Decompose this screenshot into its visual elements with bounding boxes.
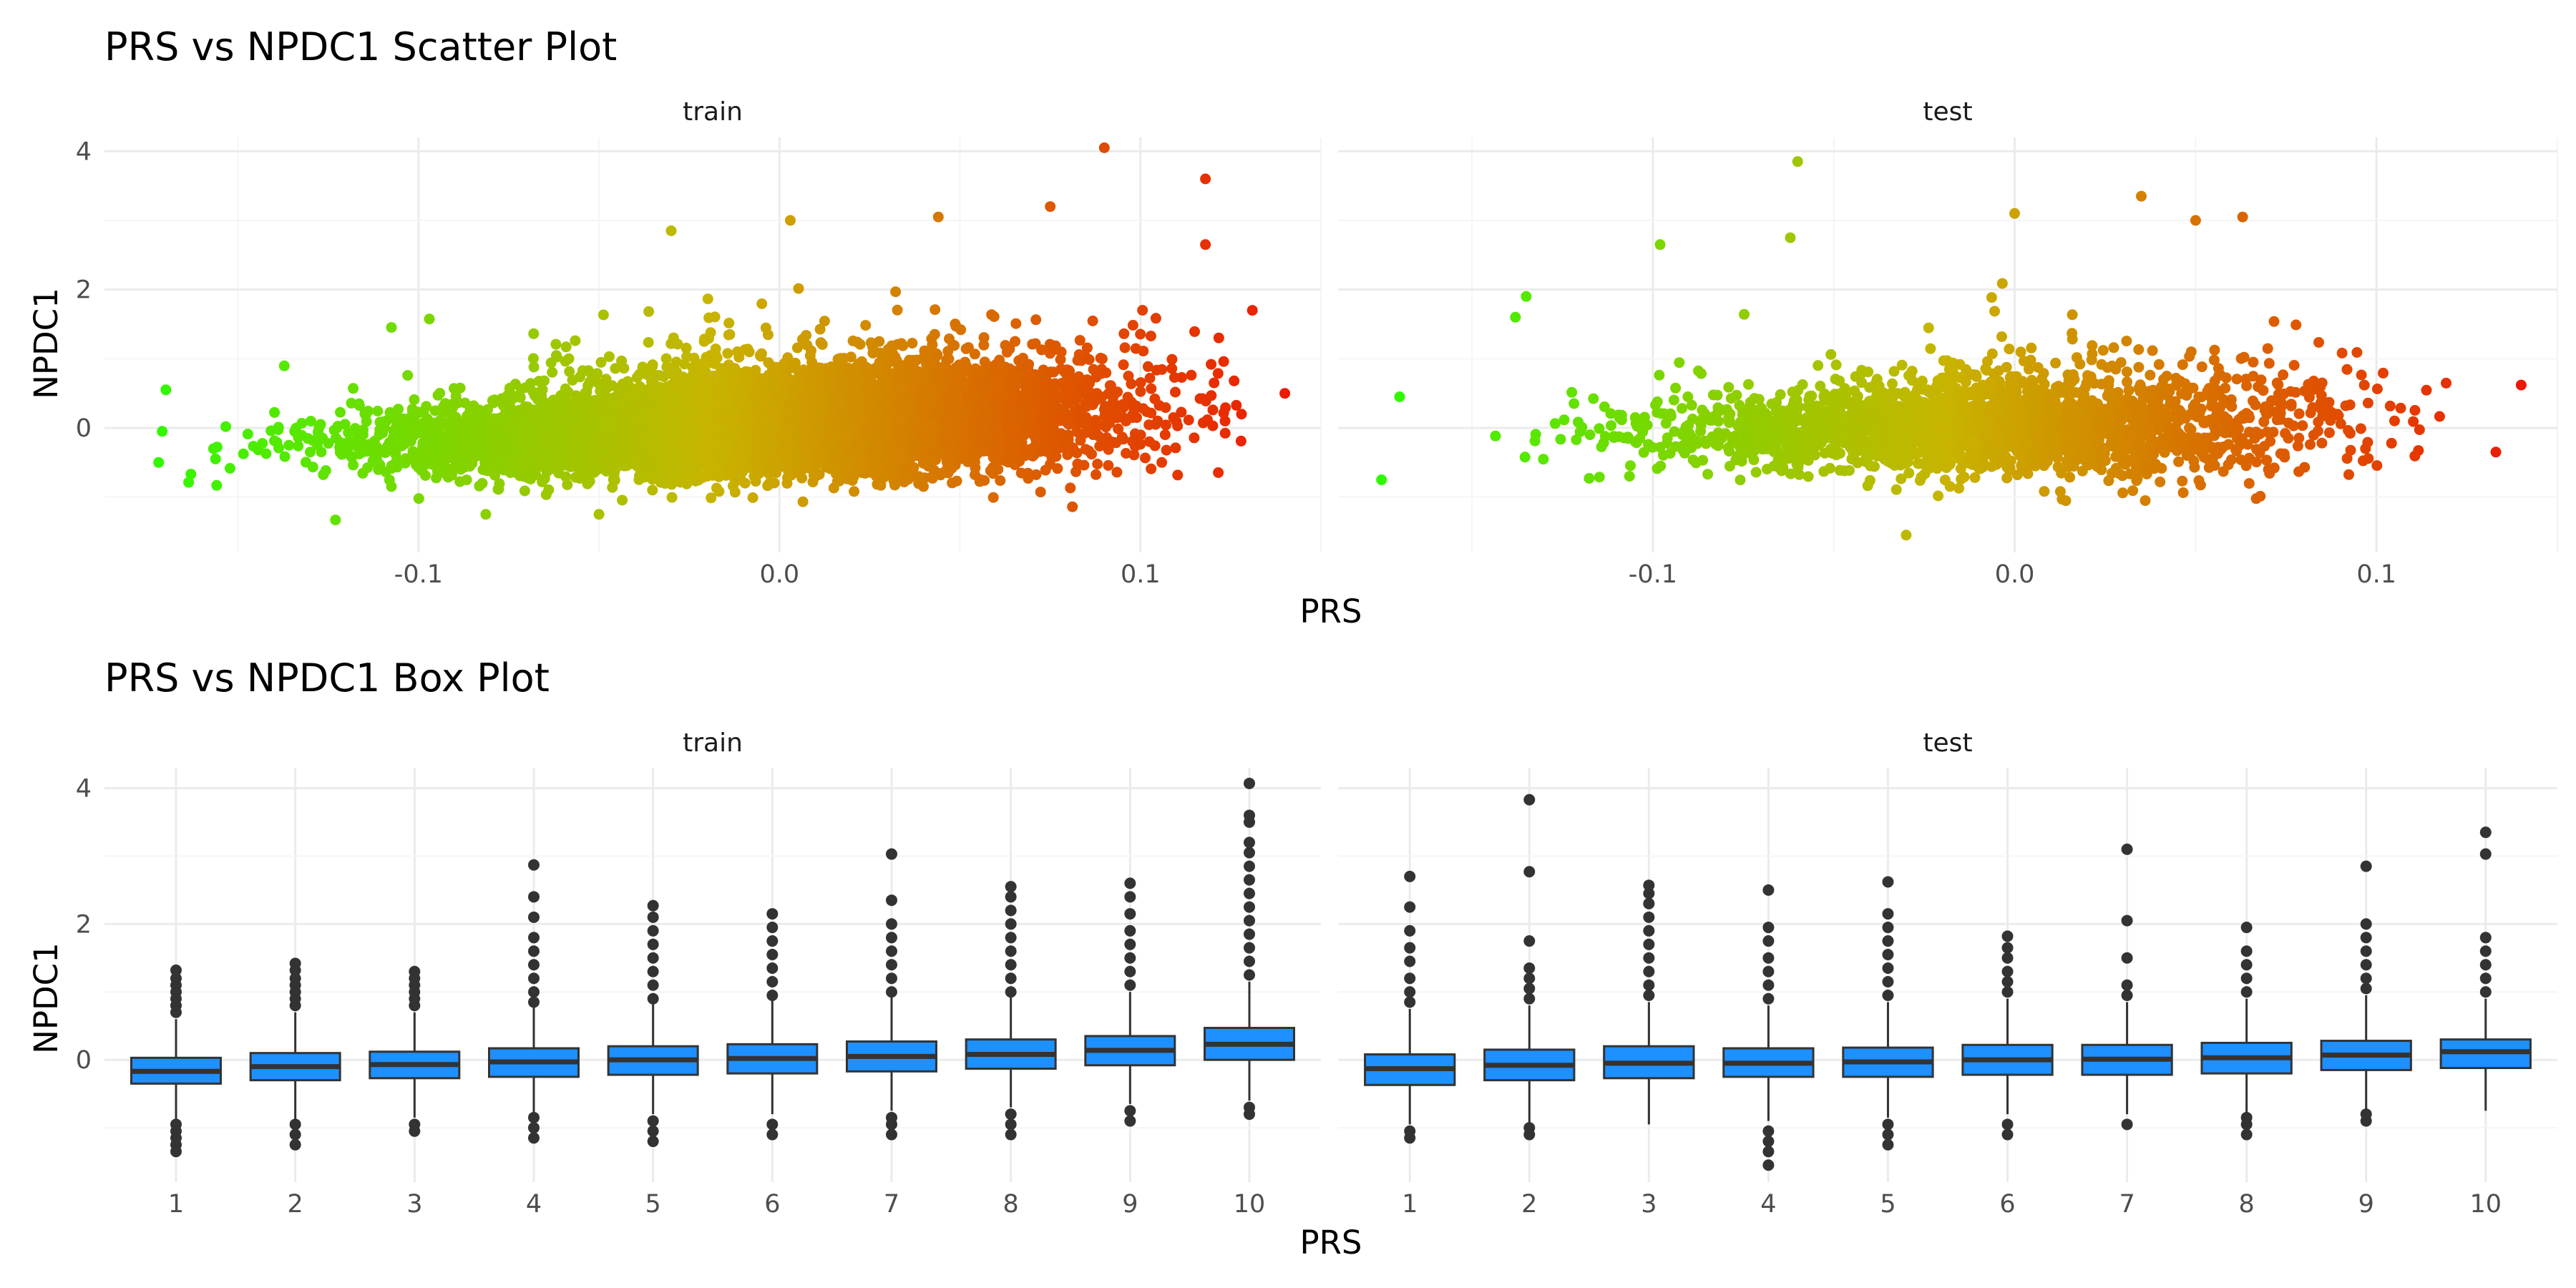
scatter-point [242, 429, 253, 440]
scatter-point [1166, 353, 1178, 365]
scatter-y-tick-label: 4 [76, 137, 92, 166]
scatter-point [547, 366, 558, 378]
scatter-point [1137, 305, 1148, 316]
scatter-point [702, 293, 713, 305]
scatter-x-tick-label: 0.0 [759, 560, 799, 589]
scatter-point [1189, 326, 1200, 337]
scatter-point [420, 470, 431, 481]
scatter-point [1127, 320, 1138, 331]
scatter-point [930, 304, 941, 316]
scatter-point [1055, 354, 1066, 365]
scatter-point [320, 465, 331, 477]
scatter-point [723, 329, 734, 341]
scatter-point [1160, 402, 1171, 414]
scatter-point [1209, 377, 1220, 389]
scatter-point [185, 469, 197, 480]
scatter-x-tick-label: -0.1 [394, 560, 443, 589]
scatter-point [480, 509, 492, 520]
scatter-point [1091, 469, 1102, 480]
scatter-panel-train: 0 2 4 train -0.1 0.0 0.1 [76, 97, 1322, 589]
scatter-point [1145, 331, 1156, 342]
scatter-point [283, 439, 295, 451]
scatter-point [1159, 429, 1171, 441]
scatter-point [1160, 419, 1171, 431]
scatter-point [540, 489, 552, 500]
scatter-point [1083, 354, 1095, 365]
scatter-point [643, 337, 654, 348]
scatter-point [806, 345, 816, 356]
scatter-point [1156, 457, 1168, 468]
scatter-point [860, 320, 872, 331]
scatter-panel-train-strip: train [683, 97, 743, 127]
scatter-point [706, 492, 717, 504]
scatter-point [1130, 343, 1141, 354]
scatter-point [1030, 314, 1042, 326]
scatter-point [238, 448, 249, 459]
scatter-point [1128, 449, 1140, 461]
scatter-point [907, 338, 918, 349]
scatter-point [643, 306, 655, 317]
scatter-plot-title: PRS vs NPDC1 Scatter Plot [104, 24, 617, 69]
scatter-point [1212, 368, 1224, 379]
scatter-point [1140, 452, 1151, 464]
scatter-point [1144, 373, 1156, 384]
scatter-point [1121, 448, 1132, 459]
scatter-point [413, 493, 424, 504]
scatter-point [1161, 444, 1172, 456]
scatter-point [461, 474, 472, 486]
scatter-point [1092, 459, 1103, 469]
scatter-points [153, 142, 1291, 526]
scatter-point [260, 448, 272, 459]
scatter-point [660, 353, 672, 364]
scatter-point [225, 463, 235, 474]
scatter-point [1118, 359, 1129, 371]
scatter-point [1207, 404, 1219, 416]
scatter-point [1170, 386, 1181, 398]
scatter-point [1150, 313, 1161, 324]
scatter-point [1229, 375, 1240, 386]
scatter-point [1176, 406, 1187, 418]
scatter-point [424, 313, 435, 325]
scatter-point [918, 481, 929, 492]
scatter-point [988, 311, 1000, 322]
scatter-point [1119, 342, 1131, 353]
scatter-point [597, 309, 609, 321]
scatter-point [722, 348, 733, 359]
scatter-point [1126, 379, 1137, 389]
scatter-point [409, 394, 420, 405]
scatter-point [183, 477, 195, 488]
scatter-point [1218, 356, 1229, 367]
scatter-y-tick-label: 0 [76, 414, 92, 443]
scatter-point [1074, 335, 1085, 346]
scatter-y-tick-label: 2 [76, 276, 92, 305]
scatter-point [1035, 487, 1046, 498]
scatter-plot: PRS vs NPDC1 Scatter Plot 0 2 4 train -0.1… [27, 24, 2558, 630]
scatter-point [711, 482, 722, 494]
scatter-point [1189, 432, 1200, 444]
scatter-point [1219, 427, 1231, 439]
scatter-point [208, 443, 219, 454]
scatter-point [305, 416, 316, 427]
scatter-point [617, 494, 628, 506]
scatter-point [1206, 358, 1217, 370]
scatter-point [666, 492, 678, 503]
scatter-x-tick-label: 0.1 [1121, 560, 1161, 589]
scatter-point [305, 447, 316, 458]
scatter-point [655, 477, 666, 488]
scatter-point [269, 406, 280, 418]
scatter-point [1067, 501, 1078, 512]
scatter-point [560, 341, 572, 353]
scatter-point [1065, 482, 1076, 494]
scatter-point [1146, 463, 1157, 474]
